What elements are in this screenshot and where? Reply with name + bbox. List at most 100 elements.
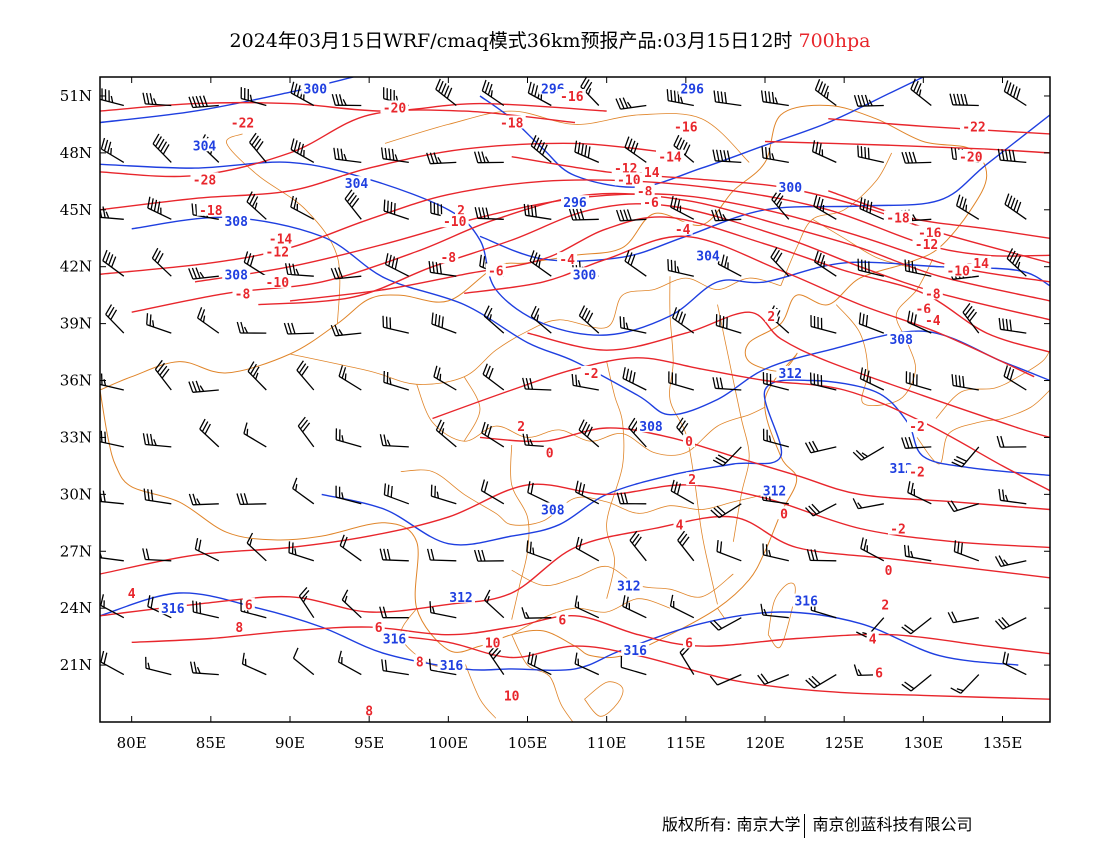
wind-barb <box>530 135 552 163</box>
temperature-label: -2 <box>580 365 601 382</box>
temperature-label: 2 <box>765 309 778 325</box>
temperature-label: 0 <box>882 563 895 579</box>
height-label-text: 312 <box>779 367 802 382</box>
wind-barb <box>100 650 125 676</box>
height-label: 296 <box>678 81 707 97</box>
wind-barb <box>435 78 457 107</box>
temperature-label: -8 <box>922 286 943 302</box>
wind-barb <box>901 436 932 449</box>
region-boundary <box>916 389 1050 465</box>
lon-tick-label: 105E <box>508 734 548 752</box>
wind-barb <box>473 151 504 164</box>
wind-barb <box>152 133 172 163</box>
temperature-label: -8 <box>634 183 655 200</box>
temperature-labels: -22-20-18-16-16-14-14-12-10-8-6-4-22-20-… <box>125 89 992 720</box>
temperature-contour--18 <box>100 142 671 211</box>
temperature-label: 0 <box>543 445 556 462</box>
temperature-label: 10 <box>501 688 522 704</box>
wind-barb <box>143 488 172 505</box>
temperature-label-text: -4 <box>675 223 691 238</box>
wind-barb <box>527 481 552 505</box>
wind-barb <box>712 149 742 164</box>
height-label-text: 316 <box>794 595 818 610</box>
wind-barb <box>710 617 742 631</box>
title-level: 700hpa <box>798 30 871 52</box>
lon-tick-label: 125E <box>824 734 864 752</box>
wind-barb <box>102 249 125 277</box>
wind-barb <box>947 611 979 624</box>
wind-barb <box>100 88 124 107</box>
temperature-label: 2 <box>879 597 892 613</box>
height-contours <box>100 77 1050 671</box>
wind-barb <box>145 656 172 676</box>
temperature-label-text: 0 <box>546 447 554 462</box>
height-labels: 300 296 2963043042963003083043003083083123… <box>158 81 916 674</box>
wind-barb <box>619 316 647 334</box>
height-label-text: 308 <box>889 333 913 348</box>
wind-barb <box>907 310 932 334</box>
region-boundary <box>767 582 796 649</box>
temperature-contour--10 <box>131 192 1050 313</box>
lat-tick-label: 30N <box>60 485 92 503</box>
wind-barb <box>901 674 932 692</box>
temperature-label-text: 10 <box>504 689 520 704</box>
wind-barb <box>994 616 1027 630</box>
wind-barb <box>288 541 314 562</box>
wind-barb <box>199 418 220 448</box>
temperature-label-text: 4 <box>128 587 136 602</box>
wind-barb <box>667 259 694 277</box>
wind-barb <box>622 367 647 391</box>
wind-barb <box>804 440 837 454</box>
temperature-label-text: -8 <box>440 251 456 266</box>
province-boundary <box>669 276 718 605</box>
temperature-contour--20 <box>100 109 576 178</box>
wind-barb <box>435 419 457 448</box>
wind-barb <box>433 365 457 391</box>
wind-barb <box>154 359 172 391</box>
wind-barb <box>529 250 552 277</box>
wind-barb <box>810 315 837 334</box>
height-label-text: 304 <box>696 249 720 264</box>
wind-barb <box>710 503 742 519</box>
temperature-label: 6 <box>873 665 885 682</box>
temperature-label-text: 8 <box>235 621 243 636</box>
wind-barb <box>243 251 267 277</box>
title-main: 2024年03月15日WRF/cmaq模式36km预报产品:03月15日12时 <box>229 30 793 52</box>
wind-barb <box>142 433 172 448</box>
temperature-contour-6 <box>100 515 1050 617</box>
wind-barb <box>142 548 172 562</box>
wind-barb <box>762 372 789 391</box>
lat-tick-label: 45N <box>60 201 92 219</box>
temperature-label: 8 <box>363 703 376 720</box>
temperature-label: -14 <box>266 231 295 247</box>
wind-barb <box>953 540 980 562</box>
wind-barb <box>192 600 219 619</box>
temperature-label-text: -6 <box>488 265 504 280</box>
temperature-label-text: -8 <box>235 287 251 302</box>
temperature-label: -12 <box>912 236 941 253</box>
province-boundary <box>511 565 734 598</box>
height-label-text: 296 <box>563 196 587 211</box>
wind-barb <box>715 314 742 334</box>
wind-barb <box>249 132 267 163</box>
wind-barb <box>905 371 932 391</box>
province-boundary <box>606 361 625 599</box>
wind-barb <box>907 481 932 505</box>
height-label-text: 312 <box>763 485 786 500</box>
temperature-label-text: 2 <box>457 204 465 219</box>
wind-barb <box>483 305 505 334</box>
wind-barb <box>296 360 315 391</box>
height-label-text: 312 <box>617 579 640 594</box>
wind-barb <box>574 595 600 619</box>
wind-barb <box>194 537 220 562</box>
temperature-contour--4 <box>464 235 1035 378</box>
wind-barb <box>284 263 314 277</box>
temperature-label: -20 <box>956 149 985 166</box>
wind-barb <box>426 548 457 562</box>
wind-barb <box>1003 80 1027 107</box>
temperature-label-text: 2 <box>517 420 525 435</box>
wind-barb <box>430 484 457 505</box>
lon-tick-label: 95E <box>354 734 384 752</box>
wind-barb <box>382 315 409 334</box>
lat-tick-label: 24N <box>60 599 92 617</box>
